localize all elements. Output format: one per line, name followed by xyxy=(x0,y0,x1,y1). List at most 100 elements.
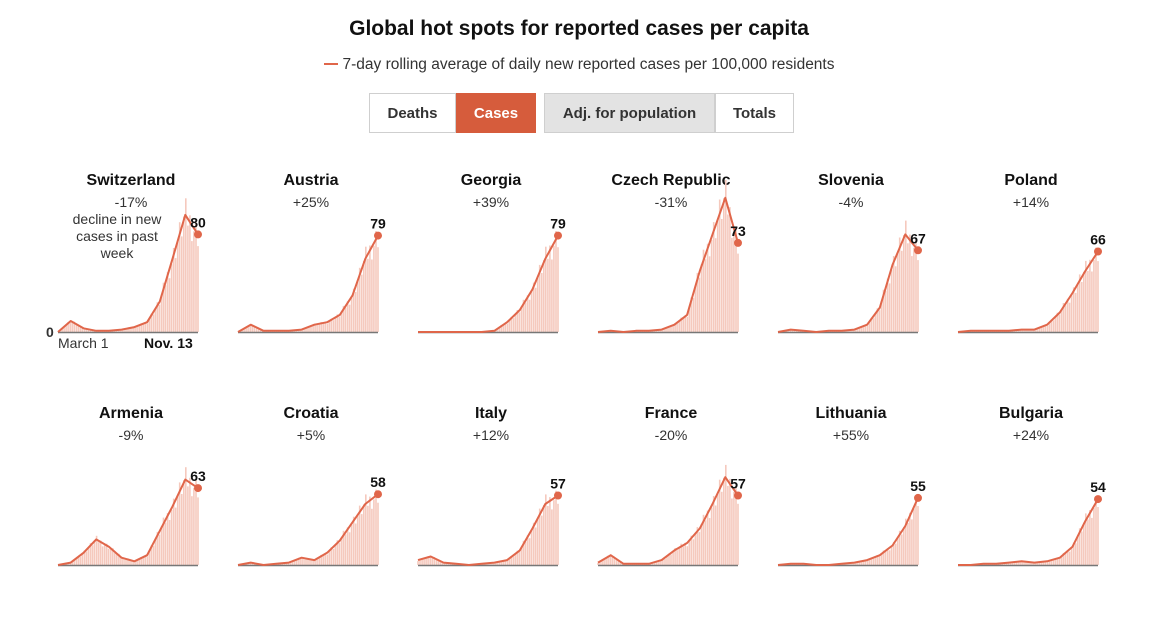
daily-bar xyxy=(1067,299,1069,332)
daily-bar xyxy=(193,488,195,565)
daily-bar xyxy=(353,517,355,565)
latest-value-label: 73 xyxy=(730,223,746,239)
sparkline: 79 xyxy=(401,172,581,372)
daily-bar xyxy=(153,314,155,332)
daily-bar xyxy=(519,312,521,332)
daily-bar xyxy=(664,559,666,565)
daily-bar xyxy=(731,499,733,566)
daily-bar xyxy=(676,323,678,332)
y-zero-label: 0 xyxy=(46,324,54,340)
daily-bar xyxy=(707,244,709,332)
daily-bar xyxy=(191,241,193,332)
daily-bar xyxy=(913,248,915,332)
daily-bar xyxy=(197,246,199,332)
latest-value-label: 58 xyxy=(370,474,386,490)
daily-bar xyxy=(527,295,529,332)
daily-bar xyxy=(80,327,82,332)
daily-bar xyxy=(197,497,199,565)
totals-button[interactable]: Totals xyxy=(715,93,794,133)
daily-bar xyxy=(717,220,719,333)
daily-bar xyxy=(901,251,903,332)
daily-bar xyxy=(1095,248,1097,332)
daily-bar xyxy=(195,480,197,565)
daily-bar xyxy=(183,480,185,565)
daily-bar xyxy=(541,273,543,332)
daily-bar xyxy=(171,264,173,332)
sparkline: 67 xyxy=(761,172,941,372)
daily-bar xyxy=(363,261,365,332)
latest-value-label: 54 xyxy=(1090,479,1106,495)
daily-bar xyxy=(553,500,555,565)
daily-bar xyxy=(507,324,509,332)
daily-bar xyxy=(555,231,557,332)
daily-bar xyxy=(373,246,375,332)
daily-bar xyxy=(1071,296,1073,333)
daily-bar xyxy=(373,499,375,565)
daily-bar xyxy=(329,321,331,332)
daily-bar xyxy=(535,288,537,332)
daily-bar xyxy=(147,556,149,565)
daily-bar xyxy=(347,301,349,332)
daily-bar xyxy=(187,486,189,565)
daily-bar xyxy=(531,292,533,332)
daily-bar xyxy=(369,246,371,333)
daily-bar xyxy=(541,516,543,565)
daily-bar xyxy=(609,556,611,565)
daily-bar xyxy=(893,256,895,332)
daily-bar xyxy=(327,555,329,566)
chart-title: Global hot spots for reported cases per … xyxy=(0,17,1158,41)
daily-bar xyxy=(355,292,357,332)
chart-lithuania: Lithuania+55%55 xyxy=(761,405,941,625)
daily-bar xyxy=(1089,510,1091,565)
daily-bar xyxy=(1077,536,1079,565)
daily-bar xyxy=(147,323,149,332)
daily-bar xyxy=(547,259,549,332)
latest-value-label: 66 xyxy=(1090,232,1106,248)
latest-point xyxy=(194,230,202,238)
chart-armenia: Armenia-9%63 xyxy=(41,405,221,625)
adjusted-for-population-button[interactable]: Adj. for population xyxy=(544,93,715,133)
daily-bar xyxy=(375,231,377,332)
daily-bar xyxy=(161,527,163,566)
daily-bar xyxy=(537,277,539,332)
daily-bar xyxy=(114,553,116,565)
daily-bar xyxy=(889,550,891,565)
daily-bar xyxy=(1091,272,1093,333)
daily-bar xyxy=(709,256,711,332)
daily-bar xyxy=(82,554,84,565)
daily-bar xyxy=(521,307,523,332)
daily-bar xyxy=(69,322,71,332)
daily-bar xyxy=(347,527,349,565)
latest-point xyxy=(914,494,922,502)
latest-point xyxy=(1094,248,1102,256)
daily-bar xyxy=(423,559,425,565)
daily-bar xyxy=(1069,552,1071,565)
daily-bar xyxy=(715,506,717,566)
daily-bar xyxy=(310,327,312,332)
daily-bar xyxy=(535,528,537,566)
daily-bar xyxy=(369,497,371,565)
daily-bar xyxy=(333,320,335,332)
daily-bar xyxy=(525,303,527,332)
daily-bar xyxy=(695,534,697,566)
daily-bar xyxy=(333,549,335,565)
daily-bar xyxy=(693,539,695,565)
daily-bar xyxy=(717,493,719,565)
daily-bar xyxy=(322,324,324,333)
cases-button[interactable]: Cases xyxy=(456,93,536,133)
deaths-button[interactable]: Deaths xyxy=(369,93,456,133)
daily-bar xyxy=(907,523,909,565)
daily-bar xyxy=(513,557,515,566)
daily-bar xyxy=(1071,548,1073,565)
daily-bar xyxy=(699,278,701,332)
daily-bar xyxy=(167,513,169,565)
daily-bar xyxy=(177,496,179,566)
daily-bar xyxy=(1081,282,1083,332)
daily-bar xyxy=(509,321,511,333)
daily-bar xyxy=(555,491,557,565)
daily-bar xyxy=(367,506,369,565)
daily-bar xyxy=(689,541,691,565)
daily-bar xyxy=(124,560,126,565)
daily-bar xyxy=(531,531,533,565)
daily-bar xyxy=(329,551,331,565)
